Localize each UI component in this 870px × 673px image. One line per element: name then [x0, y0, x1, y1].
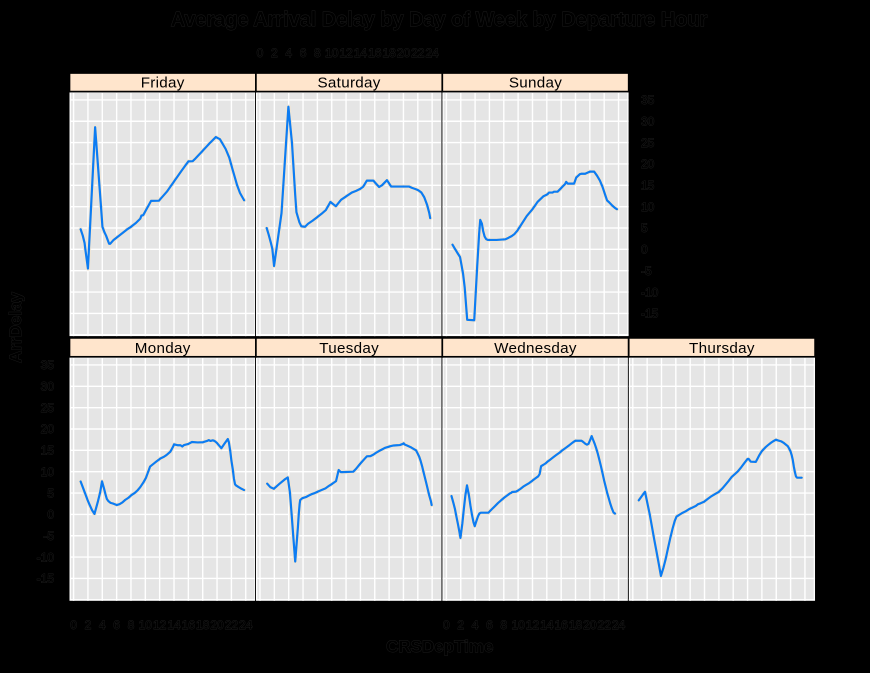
- svg-text:30: 30: [41, 380, 55, 394]
- svg-text:20: 20: [397, 46, 411, 60]
- svg-text:-5: -5: [43, 529, 54, 543]
- svg-text:24: 24: [239, 618, 253, 632]
- svg-text:-10: -10: [641, 285, 659, 299]
- svg-text:Sunday: Sunday: [509, 75, 562, 92]
- svg-text:5: 5: [641, 221, 648, 235]
- svg-text:10: 10: [641, 200, 655, 214]
- svg-text:20: 20: [41, 422, 55, 436]
- svg-text:35: 35: [41, 358, 55, 372]
- svg-text:2: 2: [271, 46, 278, 60]
- svg-text:4: 4: [472, 618, 479, 632]
- svg-text:6: 6: [113, 618, 120, 632]
- svg-text:16: 16: [368, 46, 382, 60]
- svg-text:25: 25: [41, 401, 55, 415]
- svg-text:14: 14: [540, 618, 554, 632]
- svg-text:16: 16: [554, 618, 568, 632]
- svg-text:-15: -15: [37, 572, 55, 586]
- svg-text:-15: -15: [641, 307, 659, 321]
- svg-text:15: 15: [41, 444, 55, 458]
- svg-text:8: 8: [500, 618, 507, 632]
- svg-text:18: 18: [569, 618, 583, 632]
- svg-text:Tuesday: Tuesday: [319, 340, 379, 357]
- svg-text:20: 20: [583, 618, 597, 632]
- svg-text:12: 12: [339, 46, 353, 60]
- svg-text:ArrDelay: ArrDelay: [6, 292, 25, 363]
- svg-text:6: 6: [300, 46, 307, 60]
- svg-text:2: 2: [85, 618, 92, 632]
- svg-text:10: 10: [511, 618, 525, 632]
- svg-text:6: 6: [486, 618, 493, 632]
- svg-text:0: 0: [70, 618, 77, 632]
- svg-text:4: 4: [285, 46, 292, 60]
- svg-text:12: 12: [526, 618, 540, 632]
- svg-text:Wednesday: Wednesday: [494, 340, 577, 357]
- svg-text:25: 25: [641, 136, 655, 150]
- svg-text:Friday: Friday: [141, 75, 185, 92]
- svg-text:0: 0: [257, 46, 264, 60]
- svg-text:8: 8: [314, 46, 321, 60]
- svg-text:12: 12: [153, 618, 167, 632]
- svg-text:Average Arrival Delay by Day o: Average Arrival Delay by Day of Week by …: [171, 9, 708, 31]
- svg-text:8: 8: [128, 618, 135, 632]
- svg-text:24: 24: [612, 618, 626, 632]
- svg-text:10: 10: [41, 465, 55, 479]
- svg-text:0: 0: [443, 618, 450, 632]
- svg-text:14: 14: [167, 618, 181, 632]
- svg-text:2: 2: [457, 618, 464, 632]
- svg-text:30: 30: [641, 114, 655, 128]
- svg-text:15: 15: [641, 179, 655, 193]
- svg-text:10: 10: [139, 618, 153, 632]
- svg-text:22: 22: [598, 618, 612, 632]
- svg-text:CRSDepTime: CRSDepTime: [386, 637, 493, 656]
- svg-text:Saturday: Saturday: [318, 75, 381, 92]
- svg-text:0: 0: [47, 508, 54, 522]
- svg-text:18: 18: [196, 618, 210, 632]
- svg-text:35: 35: [641, 93, 655, 107]
- svg-text:0: 0: [641, 243, 648, 257]
- svg-text:10: 10: [325, 46, 339, 60]
- svg-text:22: 22: [225, 618, 239, 632]
- svg-text:4: 4: [99, 618, 106, 632]
- svg-text:18: 18: [382, 46, 396, 60]
- svg-text:20: 20: [210, 618, 224, 632]
- svg-text:14: 14: [354, 46, 368, 60]
- svg-text:20: 20: [641, 157, 655, 171]
- svg-text:16: 16: [182, 618, 196, 632]
- svg-text:-10: -10: [37, 550, 55, 564]
- svg-text:24: 24: [425, 46, 439, 60]
- svg-text:5: 5: [47, 486, 54, 500]
- svg-text:-5: -5: [641, 264, 652, 278]
- svg-text:Thursday: Thursday: [689, 340, 755, 357]
- svg-text:Monday: Monday: [135, 340, 191, 357]
- svg-text:22: 22: [411, 46, 425, 60]
